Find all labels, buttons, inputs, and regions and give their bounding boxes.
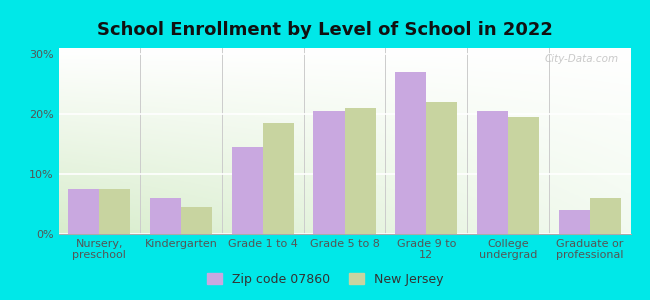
Text: School Enrollment by Level of School in 2022: School Enrollment by Level of School in …: [97, 21, 553, 39]
Bar: [508, 117, 539, 234]
Bar: [313, 111, 345, 234]
Bar: [68, 189, 99, 234]
Legend: Zip code 07860, New Jersey: Zip code 07860, New Jersey: [202, 268, 448, 291]
Bar: [477, 111, 508, 234]
Bar: [150, 198, 181, 234]
Bar: [263, 123, 294, 234]
Bar: [181, 207, 212, 234]
Bar: [99, 189, 131, 234]
Bar: [344, 108, 376, 234]
Bar: [232, 147, 263, 234]
Bar: [426, 102, 457, 234]
Bar: [590, 198, 621, 234]
Bar: [558, 210, 590, 234]
Bar: [395, 72, 426, 234]
Text: City-Data.com: City-Data.com: [545, 54, 619, 64]
